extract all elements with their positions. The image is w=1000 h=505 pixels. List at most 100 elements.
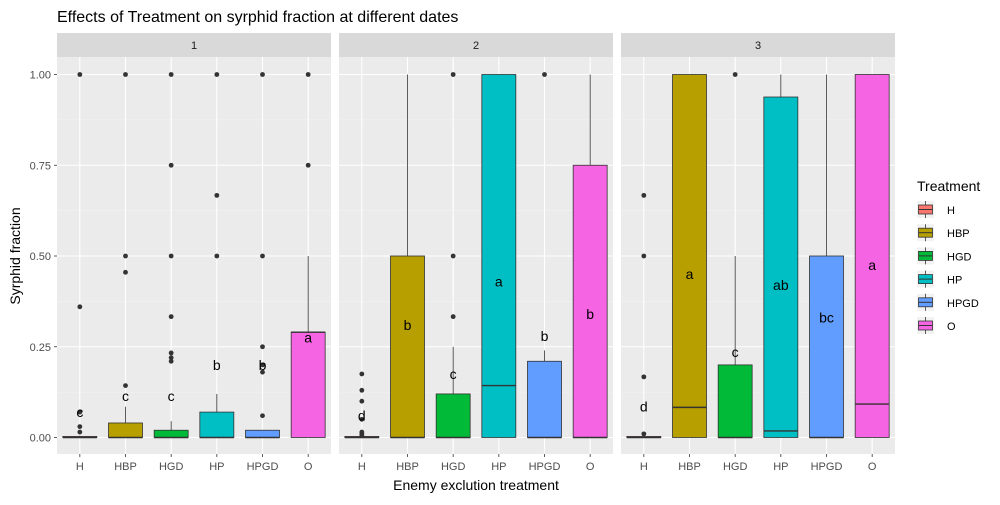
box-o: b <box>572 74 608 439</box>
legend-item-hbp: HBP <box>917 224 970 242</box>
box-body <box>153 429 189 438</box>
legend-label: H <box>947 205 955 217</box>
outlier-point <box>305 162 311 168</box>
y-tick-label: 1.00 <box>30 70 51 82</box>
y-tick-label: 0.25 <box>30 342 51 354</box>
box-o: a <box>290 72 326 438</box>
x-tick-label: HBP <box>396 461 419 473</box>
significance-letter: c <box>732 344 739 360</box>
box-h: d <box>344 371 380 439</box>
box-body <box>245 429 280 438</box>
box-body <box>390 255 425 438</box>
legend-item-h: H <box>917 201 955 218</box>
outlier-point <box>641 374 647 380</box>
x-tick-label: HPGD <box>529 461 561 473</box>
outlier-point <box>123 253 128 259</box>
box-body <box>435 393 471 438</box>
significance-letter: ab <box>773 277 789 293</box>
box-hbp: b <box>390 74 425 439</box>
x-tick-label: HGD <box>723 461 748 473</box>
box-body <box>108 422 143 438</box>
significance-letter: c <box>122 388 129 404</box>
outlier-point <box>450 72 456 77</box>
box-body <box>199 411 235 438</box>
significance-letter: a <box>686 266 694 282</box>
facet-strip <box>621 33 895 57</box>
outlier-point <box>450 253 456 259</box>
outlier-point <box>168 314 174 320</box>
legend-label: HBP <box>947 228 970 240</box>
significance-letter: b <box>213 357 221 373</box>
legend-label: HP <box>947 275 962 287</box>
box-body <box>481 74 517 438</box>
outlier-point <box>260 362 265 368</box>
outlier-point <box>641 192 647 198</box>
outlier-point <box>168 253 174 259</box>
outlier-point <box>732 72 738 77</box>
legend-title: Treatment <box>917 178 980 194</box>
y-axis-label: Syrphid fraction <box>7 207 23 304</box>
x-tick-label: O <box>586 461 595 473</box>
outlier-point <box>77 409 83 415</box>
box-hp: ab <box>763 74 799 438</box>
outlier-point <box>77 72 83 77</box>
legend-label: O <box>947 321 956 333</box>
x-tick-label: HPGD <box>811 461 843 473</box>
outlier-point <box>168 162 174 168</box>
box-o: a <box>854 74 890 438</box>
x-tick-label: H <box>358 461 366 473</box>
significance-letter: b <box>586 306 594 322</box>
significance-letter: c <box>168 388 175 404</box>
significance-letter: c <box>450 366 457 382</box>
significance-letter: d <box>358 408 366 424</box>
box-body <box>527 360 562 438</box>
box-hp: a <box>481 74 517 438</box>
outlier-point <box>168 355 174 361</box>
outlier-point <box>77 304 83 310</box>
box-hgd: c <box>153 72 189 439</box>
x-tick-label: O <box>868 461 877 473</box>
outlier-point <box>168 72 174 77</box>
outlier-point <box>123 72 128 77</box>
x-tick-label: HP <box>773 461 788 473</box>
box-hgd: c <box>435 72 471 439</box>
box-body <box>672 74 707 438</box>
legend-item-o: O <box>917 317 956 334</box>
y-tick-label: 0.50 <box>30 251 51 263</box>
x-tick-label: HPGD <box>247 461 279 473</box>
significance-letter: c <box>76 404 83 420</box>
significance-letter: b <box>404 317 412 333</box>
legend-label: HGD <box>947 251 972 263</box>
outlier-point <box>214 253 220 259</box>
box-hbp: c <box>108 72 143 439</box>
legend-item-hpgd: HPGD <box>917 293 979 311</box>
outlier-point <box>359 387 365 393</box>
outlier-point <box>359 433 365 439</box>
significance-letter: d <box>640 399 648 415</box>
box-h: c <box>62 72 98 439</box>
x-tick-label: HP <box>491 461 506 473</box>
facet-strip <box>339 33 613 57</box>
x-tick-label: HBP <box>114 461 137 473</box>
significance-letter: b <box>259 357 267 373</box>
outlier-point <box>123 383 128 388</box>
outlier-point <box>77 429 83 435</box>
legend-item-hp: HP <box>917 270 962 288</box>
outlier-point <box>260 369 265 375</box>
y-tick-label: 0.00 <box>30 433 51 445</box>
facet-strip <box>57 33 331 57</box>
outlier-point <box>359 416 365 422</box>
outlier-point <box>214 192 220 198</box>
outlier-point <box>260 344 265 350</box>
box-body <box>572 164 608 438</box>
chart-title: Effects of Treatment on syrphid fraction… <box>57 9 458 26</box>
box-body <box>809 255 844 438</box>
outlier-point <box>123 269 128 275</box>
box-body <box>290 331 326 438</box>
legend-label: HPGD <box>947 298 979 310</box>
outlier-point <box>359 398 365 404</box>
x-axis-label: Enemy exclution treatment <box>393 477 559 493</box>
box-hpgd: b <box>245 72 280 439</box>
outlier-point <box>641 253 647 259</box>
